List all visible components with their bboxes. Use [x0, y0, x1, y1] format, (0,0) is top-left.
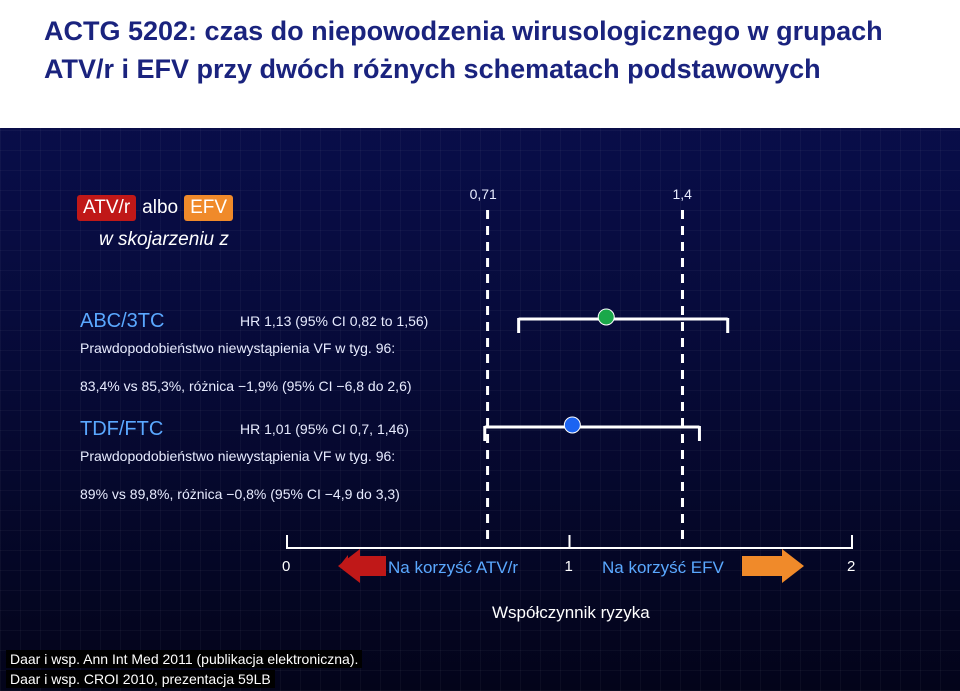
footer-ref-2: Daar i wsp. CROI 2010, prezentacja 59LB [6, 670, 275, 688]
legend-albo-text: albo [142, 197, 179, 218]
row-abc-regimen: ABC/3TC [80, 310, 165, 332]
row-abc-prob: Prawdopodobieństwo niewystąpienia VF w t… [80, 340, 396, 356]
reference-label-14: 1,4 [672, 186, 692, 202]
title-panel: ACTG 5202: czas do niepowodzenia wirusol… [0, 0, 960, 128]
legend: ATV/r albo EFV [77, 195, 234, 221]
axis-tick-1: 1 [564, 558, 573, 575]
legend-subtitle: w skojarzeniu z [99, 229, 229, 250]
legend-atv-tag: ATV/r [77, 195, 137, 221]
row-abc-result: 83,4% vs 85,3%, różnica −1,9% (95% CI −6… [80, 378, 412, 394]
reference-label-071: 0,71 [469, 186, 497, 202]
row-tdf-prob: Prawdopodobieństwo niewystąpienia VF w t… [80, 448, 396, 464]
row-abc-hr: HR 1,13 (95% CI 0,82 to 1,56) [240, 313, 429, 329]
axis-tick-2: 2 [847, 558, 856, 575]
row-tdf-hr: HR 1,01 (95% CI 0,7, 1,46) [240, 421, 409, 437]
favor-right-arrow [742, 549, 804, 583]
favor-left-arrow [338, 549, 386, 583]
axis-title: Współczynnik ryzyka [492, 603, 650, 622]
axis-tick-0: 0 [282, 558, 291, 575]
footer-ref-1: Daar i wsp. Ann Int Med 2011 (publikacja… [6, 650, 363, 668]
favor-efv-label: Na korzyść EFV [602, 558, 724, 577]
row-tdf-regimen: TDF/FTC [80, 418, 164, 440]
row-tdf-result: 89% vs 89,8%, różnica −0,8% (95% CI −4,9… [80, 486, 400, 502]
hr-point-1 [563, 416, 581, 434]
legend-efv-tag: EFV [184, 195, 234, 221]
favor-atv-label: Na korzyść ATV/r [388, 558, 519, 577]
hr-point-0 [597, 308, 615, 326]
page-title: ACTG 5202: czas do niepowodzenia wirusol… [44, 16, 883, 84]
